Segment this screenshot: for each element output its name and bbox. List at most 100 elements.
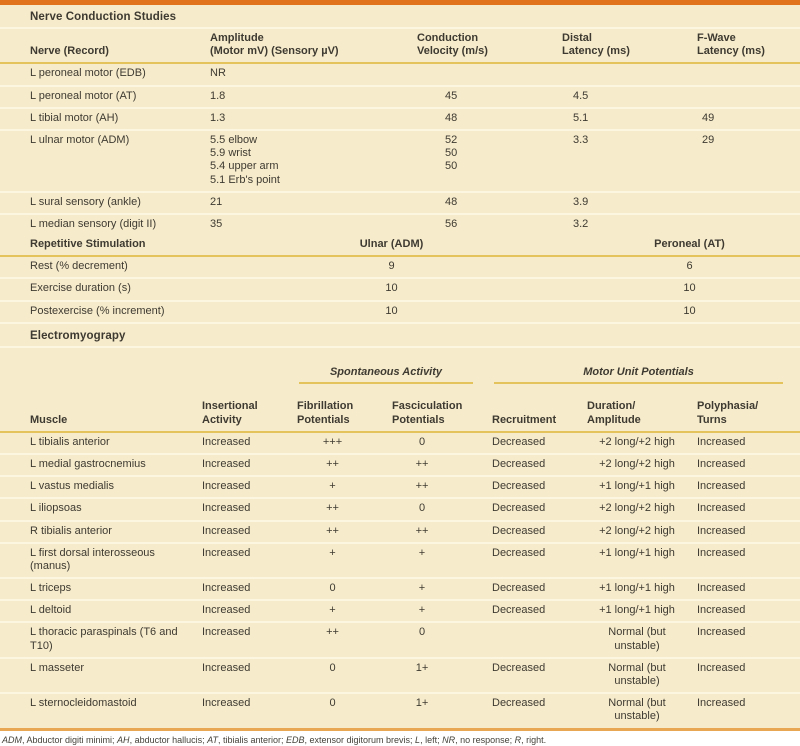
insertional-cell: Increased	[202, 697, 251, 710]
fasciculation-cell: 0	[418, 502, 426, 515]
abbr-definition: , tibialis anterior;	[217, 734, 286, 745]
fasciculation-cell: +	[418, 546, 426, 559]
muscle-cell: L tibialis anterior	[30, 435, 110, 448]
recruitment-cell: Decreased	[492, 502, 546, 515]
rep-label-cell: Exercise duration (s)	[30, 282, 131, 295]
table-row: Rest (% decrement) 9 6	[0, 256, 800, 278]
rep-peroneal-cell: 10	[683, 282, 696, 295]
dl-cell: 3.9	[573, 195, 589, 208]
amplitude-cell: NR	[210, 67, 226, 80]
section-title-repetitive-stimulation: Repetitive Stimulation	[0, 235, 300, 258]
amplitude-cell: 5.5 elbow 5.9 wrist 5.4 upper arm 5.1 Er…	[210, 133, 280, 186]
muscle-cell: L iliopsoas	[30, 502, 82, 515]
table-row: L median sensory (digit II) 35 56 3.2	[0, 213, 800, 235]
fasciculation-cell: ++	[415, 524, 429, 537]
polyphasia-cell: Increased	[697, 697, 746, 710]
top-accent-rule	[0, 0, 800, 5]
fw-cell: 29	[702, 133, 715, 146]
polyphasia-cell: Increased	[697, 480, 746, 493]
abbr: ADM	[2, 734, 22, 745]
fasciculation-cell: 1+	[415, 697, 429, 710]
fw-cell	[690, 86, 800, 108]
insertional-cell: Increased	[202, 502, 251, 515]
recruitment-cell: Decreased	[492, 480, 546, 493]
group-label: Spontaneous Activity	[299, 366, 473, 385]
table-row: L sternocleidomastoid Increased 0 1+ Dec…	[0, 693, 800, 727]
fibrillation-cell: ++	[326, 524, 339, 537]
rep-ulnar-cell: 10	[385, 282, 398, 295]
fasciculation-cell: 0	[418, 626, 426, 639]
fasciculation-cell: 1+	[415, 661, 429, 674]
polyphasia-cell: Increased	[697, 546, 746, 559]
duration-cell: +1 long/+1 high	[599, 582, 675, 595]
amplitude-cell: 21	[210, 195, 223, 208]
cv-cell	[410, 63, 555, 85]
ncs-header-row: Nerve (Record) Amplitude (Motor mV) (Sen…	[0, 29, 800, 65]
polyphasia-cell: Increased	[697, 502, 746, 515]
recruitment-cell: Decreased	[492, 604, 546, 617]
insertional-cell: Increased	[202, 626, 251, 639]
fibrillation-cell: +	[329, 546, 336, 559]
fw-cell	[690, 214, 800, 235]
table-row: L medial gastrocnemius Increased ++ ++ D…	[0, 453, 800, 476]
table-row: L ulnar motor (ADM) 5.5 elbow 5.9 wrist …	[0, 129, 800, 192]
duration-cell: Normal (but unstable)	[608, 626, 666, 652]
ncs-header-fwave-latency: F-Wave Latency (ms)	[690, 29, 800, 65]
rep-spacer-cell	[484, 256, 580, 278]
emg-table: Spontaneous Activity Motor Unit Potentia…	[0, 348, 800, 728]
nerve-cell: L median sensory (digit II)	[30, 217, 157, 230]
fibrillation-cell: +++	[322, 435, 343, 448]
nerve-cell: L ulnar motor (ADM)	[30, 133, 130, 146]
emg-group-spontaneous-activity: Spontaneous Activity	[295, 348, 490, 398]
table-row: L first dorsal interosseous (manus) Incr…	[0, 542, 800, 578]
fasciculation-cell: 0	[418, 435, 426, 448]
dl-cell: 3.2	[573, 217, 589, 230]
table-row: L vastus medialis Increased + ++ Decreas…	[0, 476, 800, 498]
section-title-nerve-conduction: Nerve Conduction Studies	[0, 5, 800, 29]
table-body: Nerve Conduction Studies Nerve (Record) …	[0, 5, 800, 728]
fasciculation-cell: ++	[415, 480, 429, 493]
dl-cell	[555, 63, 690, 85]
fibrillation-cell: ++	[326, 626, 339, 639]
amplitude-cell: 1.8	[210, 89, 226, 102]
table-row: L iliopsoas Increased ++ 0 Decreased +2 …	[0, 498, 800, 520]
amplitude-cell: 1.3	[210, 111, 226, 124]
fw-cell	[690, 63, 800, 85]
abbr: AT	[207, 734, 218, 745]
emg-group-spacer	[0, 348, 295, 398]
nerve-cell: L tibial motor (AH)	[30, 111, 119, 124]
table-row: L peroneal motor (EDB) NR	[0, 63, 800, 85]
polyphasia-cell: Increased	[697, 661, 746, 674]
muscle-cell: L thoracic paraspinals (T6 and T10)	[30, 626, 178, 652]
polyphasia-cell: Increased	[697, 435, 746, 448]
fibrillation-cell: +	[329, 604, 336, 617]
table-row: L thoracic paraspinals (T6 and T10) Incr…	[0, 622, 800, 657]
muscle-cell: L masseter	[30, 661, 85, 674]
fasciculation-cell: +	[418, 582, 426, 595]
rep-ulnar-cell: 10	[385, 304, 398, 317]
rep-spacer-cell	[484, 301, 580, 322]
muscle-cell: R tibialis anterior	[30, 524, 112, 537]
duration-cell: +2 long/+2 high	[599, 502, 675, 515]
polyphasia-cell: Increased	[697, 604, 746, 617]
duration-cell: +1 long/+1 high	[599, 546, 675, 559]
fibrillation-cell: 0	[329, 697, 336, 710]
emg-header-fasciculation: Fasciculation Potentials	[390, 397, 490, 433]
table-row: L masseter Increased 0 1+ Decreased Norm…	[0, 657, 800, 693]
recruitment-cell: Decreased	[492, 524, 546, 537]
cv-cell: 52 50 50	[445, 133, 458, 173]
muscle-cell: L triceps	[30, 582, 72, 595]
duration-cell: +2 long/+2 high	[599, 457, 675, 470]
emg-header-muscle: Muscle	[0, 397, 200, 433]
dl-cell: 3.3	[573, 133, 589, 146]
cv-cell: 48	[445, 111, 458, 124]
rep-label-cell: Rest (% decrement)	[30, 260, 128, 273]
rep-spacer-cell	[484, 278, 580, 300]
muscle-cell: L vastus medialis	[30, 480, 114, 493]
ncs-header-distal-latency: Distal Latency (ms)	[555, 29, 690, 65]
abbr-definition: , right.	[521, 734, 547, 745]
rep-header-peroneal: Peroneal (AT)	[580, 235, 800, 258]
rep-header-spacer	[484, 235, 580, 258]
duration-cell: Normal (but unstable)	[608, 661, 666, 687]
fibrillation-cell: ++	[326, 457, 339, 470]
